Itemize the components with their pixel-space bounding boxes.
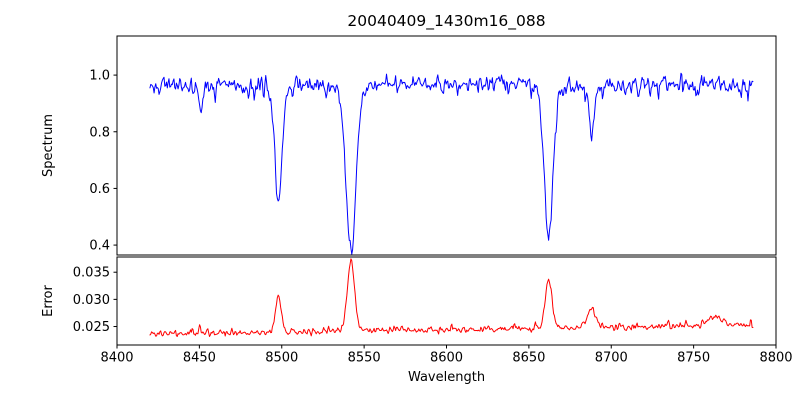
- chart-title: 20040409_1430m16_088: [347, 12, 545, 31]
- spectrum-y-tick-label: 0.8: [89, 125, 110, 140]
- spectrum-y-tick-label: 0.4: [89, 239, 110, 254]
- plot-panels: 0.4 0.6 0.8 1.0 0.025 0.030 0.035 8400 8450 8500 8…: [73, 35, 793, 366]
- error-y-tick-label: 0.025: [73, 320, 110, 335]
- x-tick-label: 8700: [595, 351, 628, 366]
- error-y-tick-label: 0.035: [73, 266, 110, 281]
- x-tick-label: 8750: [677, 351, 710, 366]
- error-y-tick-label: 0.030: [73, 293, 110, 308]
- x-tick-label: 8650: [512, 351, 545, 366]
- spectrum-y-axis-label: Spectrum: [41, 114, 56, 177]
- x-tick-label: 8400: [100, 351, 133, 366]
- x-axis-label: Wavelength: [408, 370, 485, 385]
- spectrum-y-tick-label: 0.6: [89, 182, 110, 197]
- x-tick-label: 8500: [265, 351, 298, 366]
- error-axes-frame: [116, 256, 777, 346]
- error-y-axis-label: Error: [41, 285, 56, 317]
- spectrum-y-tick-label: 1.0: [89, 69, 110, 84]
- x-tick-label: 8550: [348, 351, 381, 366]
- x-tick-label: 8450: [183, 351, 216, 366]
- error-line: [149, 258, 754, 337]
- x-tick-label: 8600: [430, 351, 463, 366]
- spectrum-axes-frame: [116, 35, 777, 256]
- x-tick-label: 8800: [759, 351, 792, 366]
- spectrum-line: [149, 72, 754, 255]
